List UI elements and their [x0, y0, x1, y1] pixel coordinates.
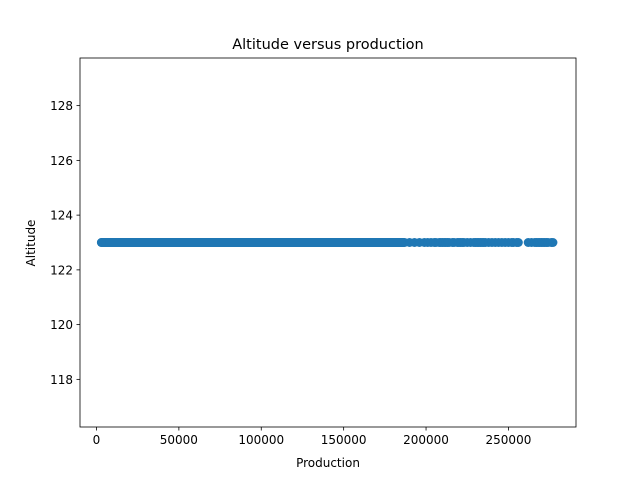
chart-title: Altitude versus production	[232, 37, 424, 53]
y-tick-label: 128	[50, 99, 73, 113]
x-tick-label: 250000	[486, 433, 532, 447]
y-tick-label: 118	[50, 373, 73, 387]
x-tick-label: 50000	[160, 433, 198, 447]
scatter-point	[513, 238, 523, 247]
y-axis-label: Altitude	[24, 220, 38, 267]
axes-layer: 0 50000 100000 150000 200000 250000 118 120 122 1…	[50, 57, 577, 447]
x-tick-label: 200000	[403, 433, 449, 447]
x-tick-label: 150000	[321, 433, 367, 447]
x-tick-label: 100000	[238, 433, 284, 447]
y-tick-label: 126	[50, 154, 73, 168]
x-tick-label: 0	[93, 433, 101, 447]
scatter-point	[96, 238, 106, 247]
y-tick-label: 122	[50, 263, 73, 277]
scatter-point	[548, 238, 558, 247]
x-axis-label: Production	[296, 456, 360, 470]
y-tick-label: 120	[50, 318, 73, 332]
points-layer	[96, 238, 558, 247]
plot-frame	[79, 57, 577, 428]
y-tick-label: 124	[50, 209, 73, 223]
